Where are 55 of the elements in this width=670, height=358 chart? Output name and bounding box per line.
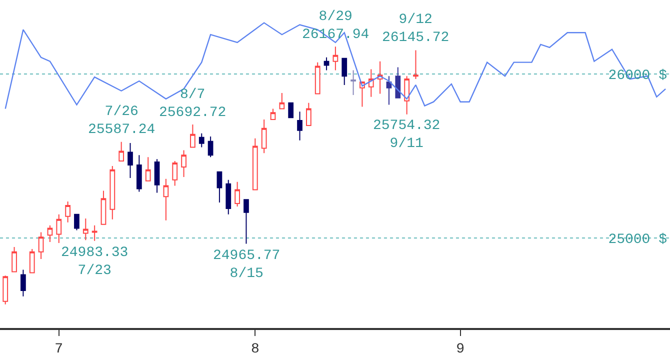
annotation: 7/26 25587.24 [88,104,156,138]
candlestick [234,181,240,207]
candlestick [92,224,98,242]
candlestick [65,201,70,223]
candlestick [29,248,35,274]
candlestick [261,119,267,154]
candlestick [38,232,44,260]
candlestick [163,178,169,221]
candlestick [404,76,410,115]
candlestick [288,102,294,118]
candlestick [324,56,330,71]
candlestick [306,102,312,126]
candlestick [110,165,116,220]
candlestick [20,269,26,297]
candlestick [342,58,348,86]
candlestick [136,154,142,192]
candlestick [190,124,196,148]
candlestick [270,108,276,120]
x-tick-label: 8 [250,342,260,358]
candlestick [12,246,17,272]
candlestick [216,171,222,204]
candlestick [100,190,106,225]
candlestick [118,141,124,162]
candlestick [226,179,232,215]
annotation: 8/7 25692.72 [159,87,226,122]
x-tick-label: 9 [456,342,465,358]
annotation: 25754.32 9/11 [373,118,440,152]
candlestick [395,66,401,98]
annotation: 24965.77 8/15 [213,248,280,282]
candlestick [350,70,356,96]
candlestick [208,136,214,158]
candlestick [128,142,133,178]
candlestick [368,68,374,98]
candlestick [154,158,160,194]
candlestick [82,218,88,241]
candlestick [279,92,285,110]
candlestick [314,62,320,94]
y-tick-label: 25000 $ [608,232,667,248]
candlestick [386,76,392,106]
candlestick [2,275,8,305]
x-tick-label: 7 [54,342,64,358]
candlestick [145,156,151,182]
candlestick [181,150,186,178]
annotation: 9/12 26145.72 [382,12,450,46]
candlestick [244,199,249,244]
candlestick [297,111,302,141]
candlestick [172,160,178,186]
candlestick [332,46,338,71]
candlestick [56,214,62,244]
candlestick [47,224,53,243]
candlestick [198,132,204,148]
annotation: 24983.33 7/23 [61,245,128,280]
candlestick [413,50,418,80]
candlestick [252,138,258,190]
candlestick [74,214,80,231]
